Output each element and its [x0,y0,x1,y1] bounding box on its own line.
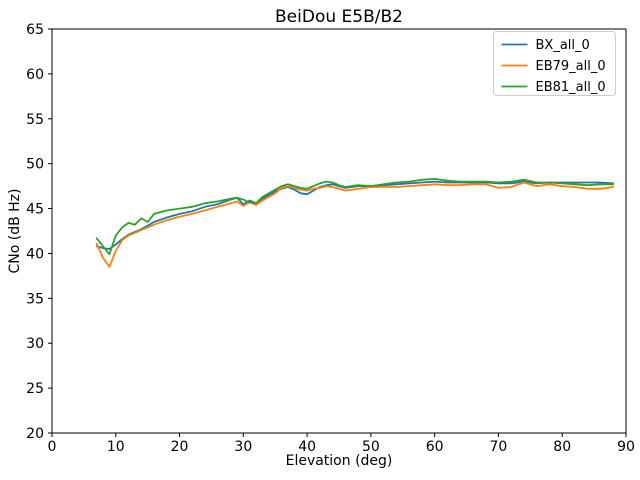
x-tick-label: 50 [362,439,380,455]
x-tick-label: 40 [298,439,316,455]
legend-label-EB81_all_0: EB81_all_0 [536,80,606,95]
x-tick-label: 90 [617,439,635,455]
legend: BX_all_0 EB79_all_0 EB81_all_0 [493,31,616,96]
y-tick-label: 45 [26,202,44,218]
legend-label-EB79_all_0: EB79_all_0 [536,59,606,74]
chart-title: BeiDou E5B/B2 [275,7,403,27]
y-tick-label: 60 [26,67,44,83]
y-tick-label: 35 [26,291,44,307]
x-tick-label: 10 [107,439,125,455]
series-line-EB81_all_0 [95,177,615,256]
x-tick-label: 20 [171,439,189,455]
legend-box [493,31,616,96]
y-tick-label: 20 [26,426,44,442]
y-tick-label: 40 [26,246,44,262]
y-tick-label: 50 [26,157,44,173]
y-axis-label: CNo (dB Hz) [7,188,23,274]
x-tick-label: 0 [48,439,57,455]
x-tick-label: 70 [490,439,508,455]
x-tick-label: 60 [426,439,444,455]
x-tick-label: 80 [553,439,571,455]
series-line-BX_all_0 [95,180,615,250]
y-tick-label: 25 [26,381,44,397]
y-tick-label: 30 [26,336,44,352]
plot-border [51,28,627,434]
x-tick-label: 30 [234,439,252,455]
y-tick-label: 65 [26,22,44,38]
x-axis-label: Elevation (deg) [285,453,393,469]
y-tick-label: 55 [26,112,44,128]
series-line-EB79_all_0 [95,181,615,268]
legend-label-BX_all_0: BX_all_0 [536,38,590,53]
